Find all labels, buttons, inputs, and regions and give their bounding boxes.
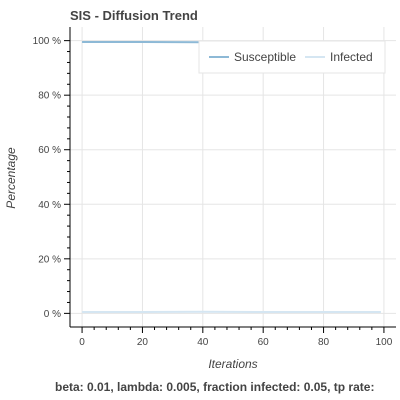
y-axis-label: Percentage — [4, 147, 18, 209]
x-tick-label-5: 100 — [376, 337, 393, 348]
axes: 0 % 20 % 40 % 60 % 80 % 100 % 0 20 40 60 80 100 — [33, 27, 396, 348]
x-tick-label-0: 0 — [79, 337, 85, 348]
legend-label-infected: Infected — [330, 50, 373, 64]
y-tick-label-4: 80 % — [38, 91, 61, 102]
chart-caption: beta: 0.01, lambda: 0.005, fraction infe… — [55, 380, 375, 394]
x-tick-label-1: 20 — [137, 337, 149, 348]
x-tick-label-2: 40 — [197, 337, 209, 348]
y-tick-label-2: 40 % — [38, 200, 61, 211]
x-axis-label: Iterations — [208, 357, 257, 371]
y-tick-label-1: 20 % — [38, 254, 61, 265]
y-tick-label-0: 0 % — [44, 309, 61, 320]
legend-label-susceptible: Susceptible — [234, 50, 296, 64]
legend: Susceptible Infected — [198, 40, 386, 74]
grid — [70, 27, 396, 327]
chart-title: SIS - Diffusion Trend — [70, 8, 198, 23]
y-tick-label-5: 100 % — [33, 36, 61, 47]
x-tick-label-3: 60 — [258, 337, 270, 348]
legend-box — [198, 40, 386, 74]
x-tick-label-4: 80 — [318, 337, 330, 348]
y-tick-label-3: 60 % — [38, 145, 61, 156]
